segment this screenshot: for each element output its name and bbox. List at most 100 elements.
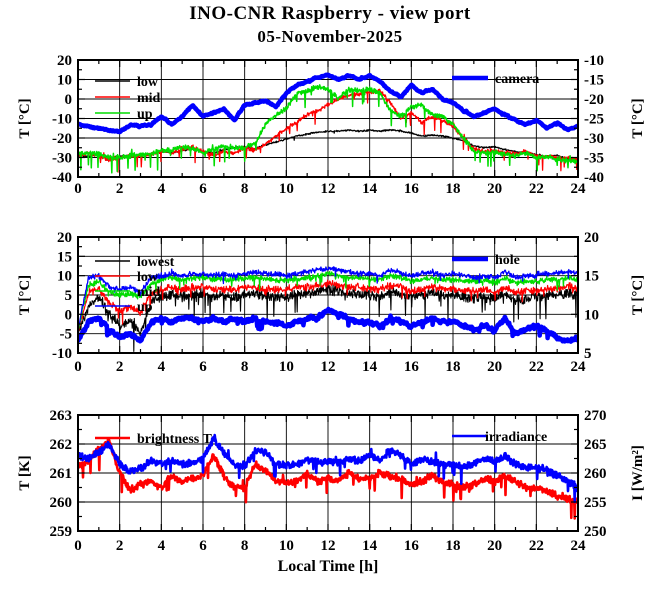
x-tick-label: 20 [487,359,502,375]
series-group [78,266,578,352]
left-tick-label: 10 [57,73,72,89]
series-line-mid [78,270,578,330]
left-axis-title: T [°C] [17,275,33,315]
legend-label: low [137,75,159,90]
x-tick-label: 14 [362,181,378,197]
legend-label: lowest [137,255,175,270]
right-tick-label: -15 [584,73,604,89]
x-tick-label: 16 [404,359,420,375]
x-tick-label: 2 [116,359,124,375]
legend-label: up [137,300,153,315]
x-tick-label: 18 [446,538,461,554]
x-tick-label: 14 [362,359,378,375]
x-tick-label: 4 [158,181,166,197]
right-tick-label: -35 [584,151,604,167]
x-tick-labels: 0 2 4 6 8 10 12 14 16 18 20 22 24 [74,538,586,554]
x-tick-label: 20 [487,538,502,554]
left-tick-label: 20 [57,53,72,69]
x-tick-label: 10 [279,359,294,375]
legend-label: up [137,107,153,122]
subplot-internal-temperatures: 0 2 4 6 8 10 12 14 16 18 20 22 2420151050-5-10201510… [17,230,646,375]
x-tick-label: 6 [199,538,207,554]
x-tick-label: 20 [487,181,502,197]
right-tick-label: -10 [584,53,604,69]
right-tick-label: -30 [584,131,604,147]
series-line-brightness-T [78,437,578,520]
x-tick-label: 16 [404,538,420,554]
right-axis-title: I [W/m²] [630,445,646,501]
left-tick-label: 262 [50,437,73,453]
x-tick-labels: 0 2 4 6 8 10 12 14 16 18 20 22 24 [74,359,586,375]
x-tick-label: 0 [74,181,82,197]
right-tick-label: 255 [584,495,607,511]
x-tick-label: 4 [158,538,166,554]
right-tick-label: 265 [584,437,607,453]
left-tick-label: 20 [57,230,72,246]
x-tick-label: 22 [529,181,544,197]
left-tick-label: -10 [52,346,72,362]
right-tick-label: -40 [584,170,604,186]
x-tick-label: 6 [199,181,207,197]
left-tick-label: -40 [52,170,72,186]
left-tick-label: 261 [50,466,73,482]
right-tick-label: 20 [584,230,599,246]
right-tick-label: 10 [584,307,599,323]
x-tick-label: 10 [279,181,294,197]
right-axis-title: T [°C] [630,98,646,138]
subplot-sky-brightness-irradiance: 0 2 4 6 8 10 12 14 16 18 20 22 242632622612602592702… [17,408,646,554]
left-tick-label: -20 [52,131,72,147]
x-tick-label: 2 [116,538,124,554]
x-tick-label: 24 [571,181,587,197]
left-axis-title: T [°C] [17,98,33,138]
right-tick-label: 5 [584,346,592,362]
left-tick-label: 263 [50,408,73,424]
x-tick-label: 8 [241,359,249,375]
legend-label: low [137,270,159,285]
left-tick-label: 259 [50,524,73,540]
x-tick-label: 12 [321,538,336,554]
chart-subtitle: 05-November-2025 [257,27,403,46]
x-tick-label: 22 [529,538,544,554]
series-line-irradiance [78,433,578,504]
right-tick-label: 250 [584,524,607,540]
x-tick-label: 10 [279,538,294,554]
x-tick-label: 16 [404,181,420,197]
x-tick-label: 0 [74,538,82,554]
right-tick-label: 270 [584,408,607,424]
right-axis-title: T [°C] [630,275,646,315]
x-tick-label: 8 [241,538,249,554]
left-tick-label: -5 [60,327,73,343]
x-tick-label: 12 [321,359,336,375]
series-group [78,72,578,174]
legend-label: mid [137,285,161,300]
left-tick-label: -30 [52,151,72,167]
chart-title: INO-CNR Raspberry - view port [189,3,471,24]
y-tick-labels: 20 10 0 -10 -20 -30 -40 -10 -15 -20 -25 -30 -35 -40 [52,53,604,186]
x-tick-label: 6 [199,359,207,375]
x-tick-label: 0 [74,359,82,375]
x-tick-label: 14 [362,538,378,554]
x-tick-label: 12 [321,181,336,197]
x-tick-label: 4 [158,359,166,375]
y-tick-labels: 263 262 261 260 259 270 265 260 255 250 [50,408,607,540]
legend-label: camera [495,72,539,87]
left-tick-label: -10 [52,112,72,128]
right-tick-label: 15 [584,269,599,285]
right-tick-label: 260 [584,466,607,482]
left-axis-title: T [K] [17,455,33,490]
legend-label: hole [495,253,520,268]
x-tick-label: 24 [571,359,587,375]
series-line-up [78,84,578,174]
x-axis-title: Local Time [h] [278,558,379,575]
left-tick-label: 0 [65,307,73,323]
plot-frame [77,236,579,354]
right-tick-label: -20 [584,92,604,108]
series-line-camera [78,72,578,135]
legend-label: brightness T [137,432,212,447]
x-tick-label: 18 [446,359,461,375]
series-group [78,433,578,520]
